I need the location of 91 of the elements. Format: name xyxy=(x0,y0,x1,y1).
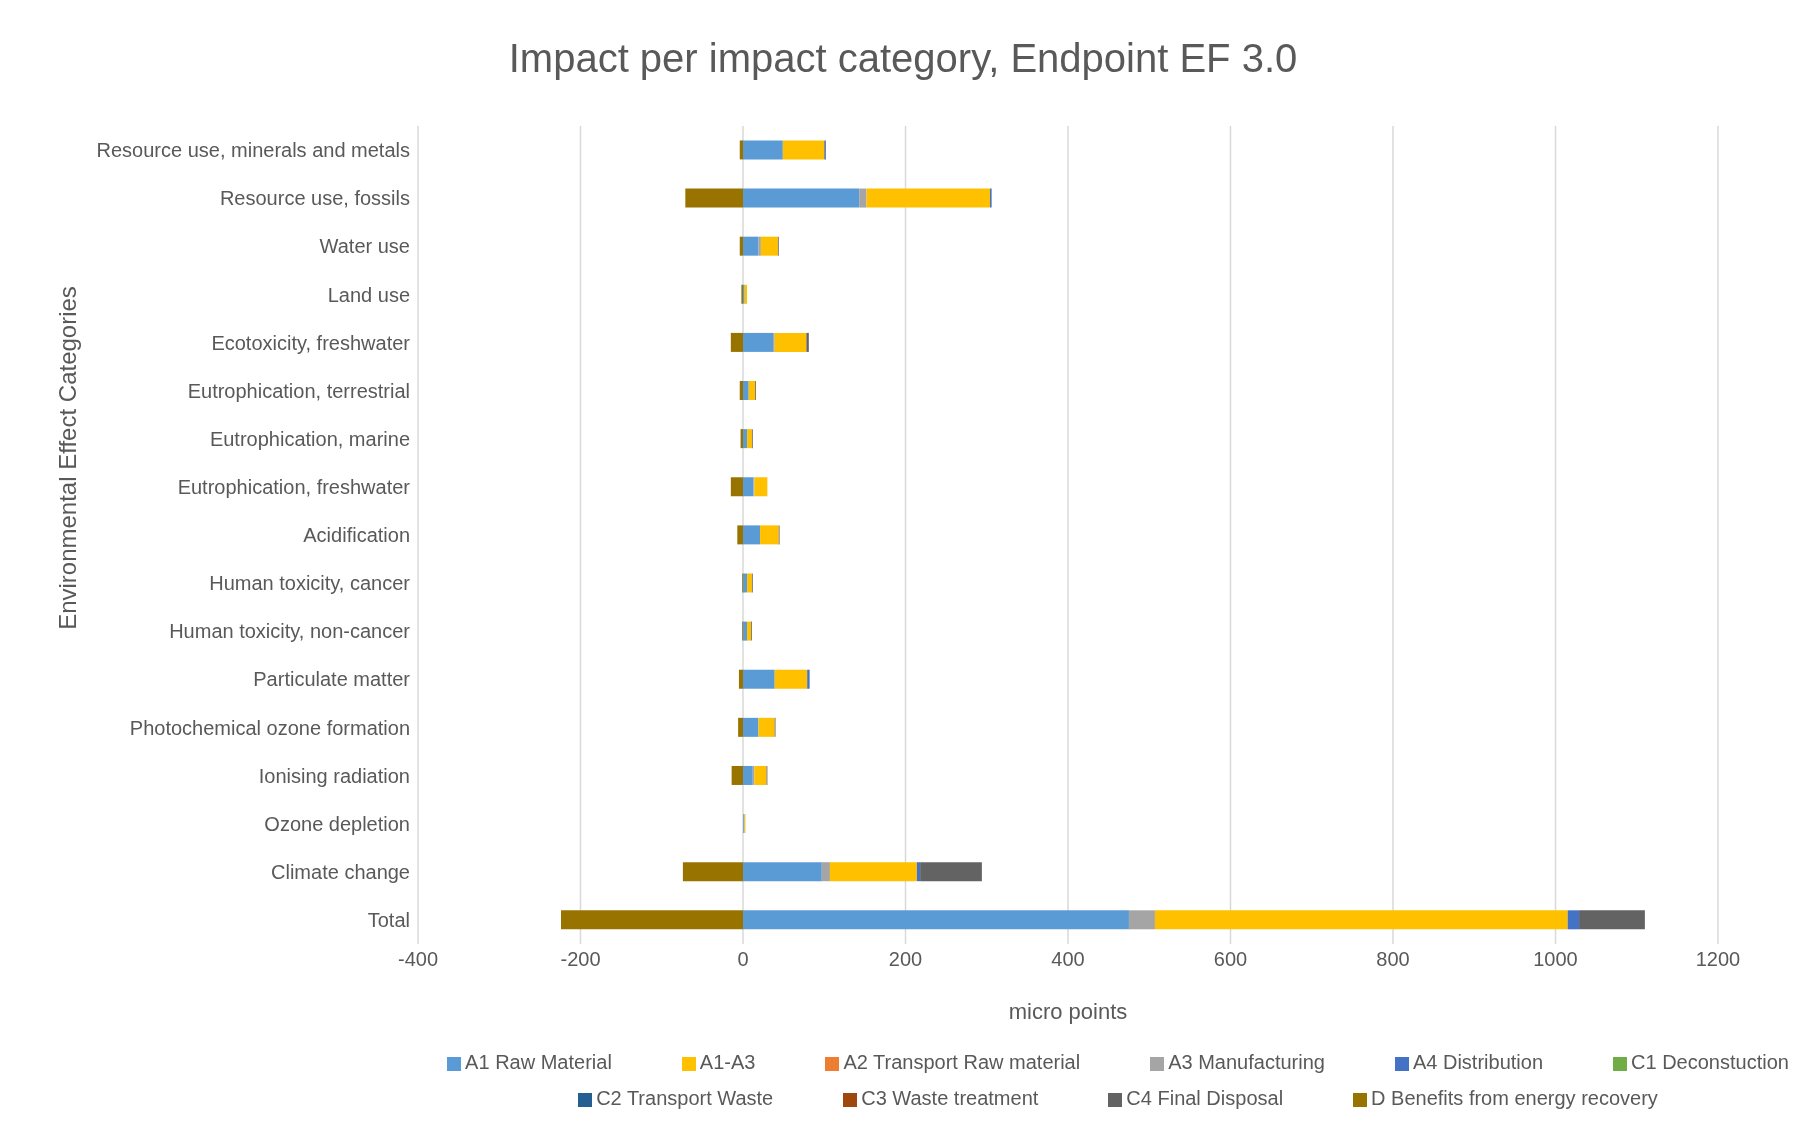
bar xyxy=(747,573,752,593)
y-tick-label: Resource use, fossils xyxy=(219,187,410,210)
bar xyxy=(1154,910,1568,930)
bar xyxy=(760,236,778,256)
legend-label: A2 Transport Raw material xyxy=(843,1051,1081,1073)
bar xyxy=(743,862,822,882)
bar xyxy=(738,669,743,689)
bar xyxy=(754,477,768,497)
bar xyxy=(743,140,783,160)
y-tick-label: Human toxicity, cancer xyxy=(209,572,411,595)
legend-label: A1-A3 xyxy=(699,1051,756,1073)
y-tick-label: Eutrophication, terrestrial xyxy=(187,379,410,402)
bar xyxy=(730,332,743,352)
x-tick-label: 200 xyxy=(888,948,923,971)
bar xyxy=(747,621,752,641)
bar xyxy=(743,621,748,641)
bar xyxy=(774,669,808,689)
y-tick-label: Particulate matter xyxy=(253,668,411,691)
legend-label: A3 Manufacturing xyxy=(1168,1051,1325,1073)
bar xyxy=(743,717,759,737)
x-tick-label: 800 xyxy=(1376,948,1410,971)
bar xyxy=(758,236,761,256)
y-tick-label: Eutrophication, marine xyxy=(209,427,410,450)
bar xyxy=(806,332,809,352)
y-tick-label: Total xyxy=(367,909,410,932)
x-tick-label: 400 xyxy=(1051,948,1085,971)
bar xyxy=(743,332,774,352)
bar xyxy=(743,381,749,401)
bar xyxy=(743,236,759,256)
x-tick-label: 1200 xyxy=(1695,948,1741,971)
bar xyxy=(731,765,743,785)
y-tick-label: Photochemical ozone formation xyxy=(129,716,410,739)
bar xyxy=(859,188,867,208)
y-axis-title: Environmental Effect Categories xyxy=(54,286,82,630)
x-tick-label: 600 xyxy=(1213,948,1248,971)
bar xyxy=(743,765,753,785)
y-tick-label: Land use xyxy=(327,283,410,306)
bar xyxy=(739,381,743,401)
bar xyxy=(760,525,779,545)
bar xyxy=(739,140,743,160)
y-tick-label: Acidification xyxy=(303,524,410,547)
chart-title: Impact per impact category, Endpoint EF 3.0 xyxy=(507,35,1299,82)
x-tick-label: -400 xyxy=(397,948,439,971)
bar xyxy=(743,429,748,449)
legend-label: A1 Raw Material xyxy=(465,1051,612,1073)
x-axis-title: micro points xyxy=(1008,999,1128,1024)
bar xyxy=(1579,910,1645,930)
bar xyxy=(782,140,825,160)
bar xyxy=(920,862,982,882)
bar xyxy=(866,188,990,208)
bar xyxy=(682,862,743,882)
bar xyxy=(748,381,756,401)
y-tick-label: Ionising radiation xyxy=(258,764,410,787)
legend-label: C4 Final Disposal xyxy=(1126,1087,1284,1109)
y-tick-label: Eutrophication, freshwater xyxy=(177,475,411,498)
bar xyxy=(743,477,754,497)
bar xyxy=(1128,910,1155,930)
bar xyxy=(758,717,775,737)
y-tick-label: Climate change xyxy=(271,860,410,883)
bar xyxy=(821,862,830,882)
y-tick-label: Ecotoxicity, freshwater xyxy=(211,331,411,354)
bar xyxy=(829,862,917,882)
bar xyxy=(774,332,807,352)
y-tick-label: Ozone depletion xyxy=(264,812,410,835)
bar xyxy=(730,477,743,497)
bar xyxy=(743,525,761,545)
legend-label: A4 Distribution xyxy=(1412,1051,1544,1073)
bar xyxy=(743,573,748,593)
bar xyxy=(561,910,743,930)
bar xyxy=(916,862,921,882)
legend-label: D Benefits from energy recovery xyxy=(1371,1087,1658,1109)
bar xyxy=(754,765,767,785)
bar xyxy=(743,910,1129,930)
y-tick-label: Water use xyxy=(319,235,410,258)
bar xyxy=(807,669,810,689)
bar xyxy=(747,429,752,449)
x-tick-label: 1000 xyxy=(1533,948,1578,971)
bar xyxy=(739,236,743,256)
bar xyxy=(743,188,860,208)
bar xyxy=(685,188,743,208)
bar xyxy=(1567,910,1580,930)
x-tick-label: 0 xyxy=(737,948,749,971)
bar xyxy=(738,717,743,737)
bar xyxy=(743,669,775,689)
legend-label: C3 Waste treatment xyxy=(861,1087,1039,1109)
y-tick-label: Human toxicity, non-cancer xyxy=(169,620,411,643)
x-tick-label: -200 xyxy=(560,948,601,971)
legend-label: C2 Transport Waste xyxy=(596,1087,774,1109)
legend-label: C1 Deconstuction xyxy=(1631,1051,1789,1073)
bar xyxy=(737,525,743,545)
y-tick-label: Resource use, minerals and metals xyxy=(96,139,410,162)
